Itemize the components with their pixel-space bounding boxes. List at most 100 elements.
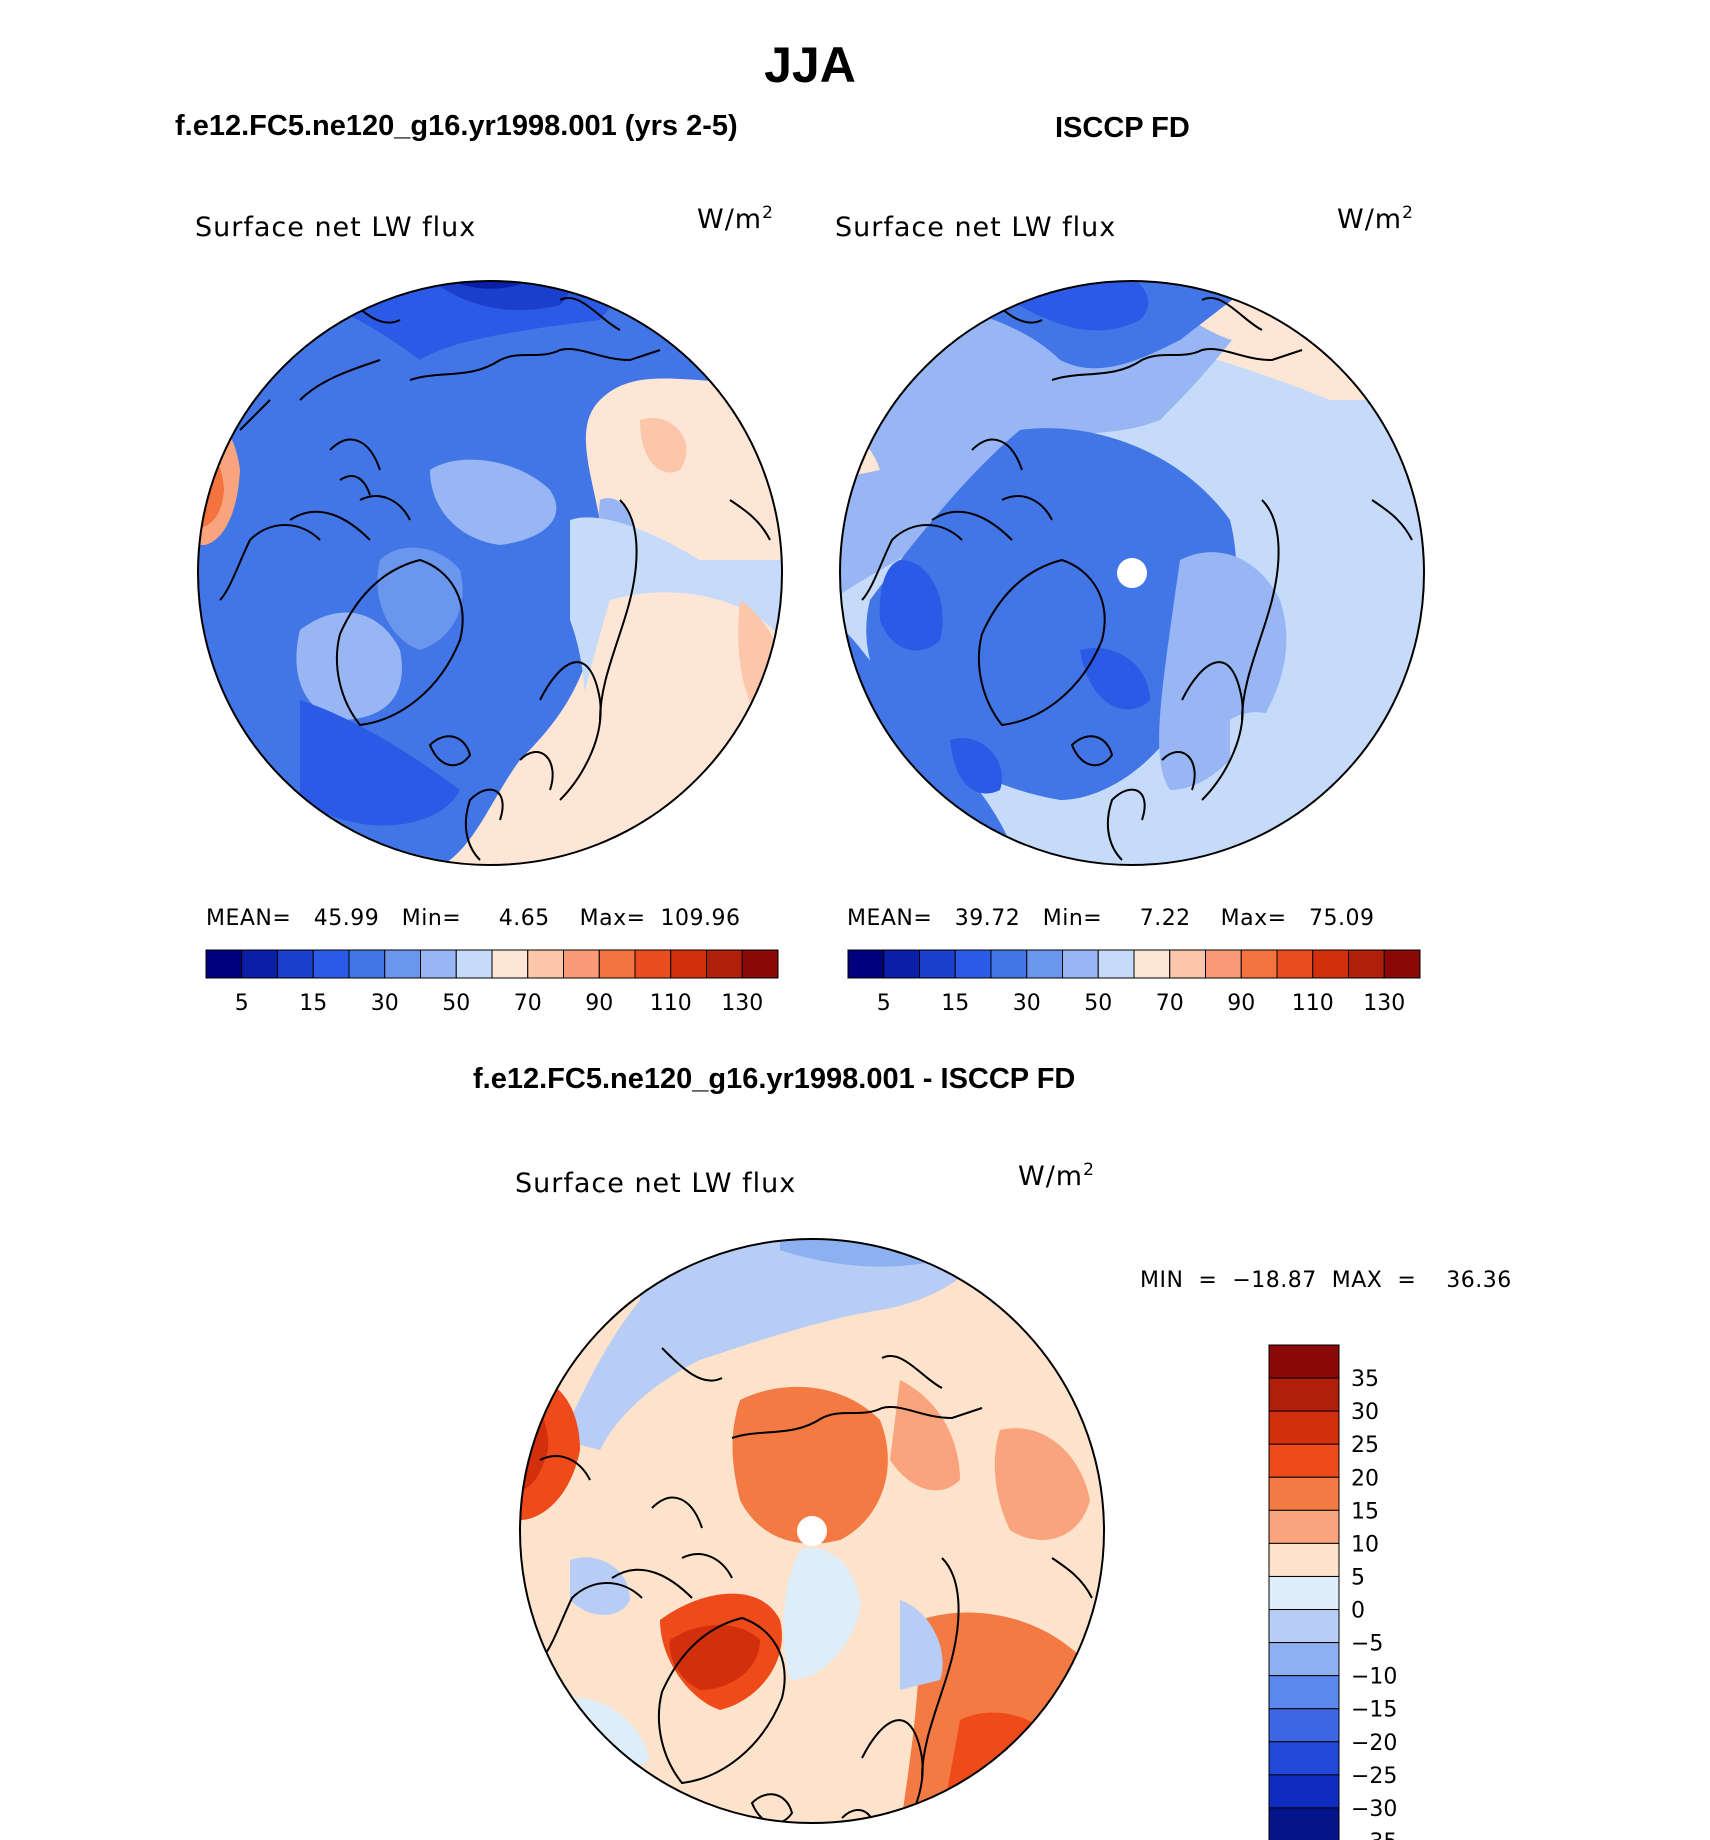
panel-3-colorbar-swatch bbox=[1268, 1476, 1340, 1511]
panel-2-heading: ISCCP FD bbox=[1055, 112, 1190, 144]
panel-2-stats: MEAN= 39.72 Min= 7.22 Max= 75.09 bbox=[847, 906, 1375, 931]
panel-3-colorbar-swatch bbox=[1268, 1575, 1340, 1611]
panel-3-colorbar-swatch bbox=[1268, 1609, 1340, 1644]
panel-3-colorbar-tick-label: 20 bbox=[1351, 1466, 1379, 1491]
panel-1-colorbar-swatch bbox=[384, 949, 421, 979]
panel-1-colorbar-swatch bbox=[598, 949, 636, 979]
panel-3-colorbar-tick-label: 25 bbox=[1351, 1433, 1379, 1458]
panel-3-colorbar-swatch bbox=[1268, 1377, 1340, 1412]
panel-3-variable-label: Surface net LW flux bbox=[515, 1168, 797, 1199]
panel-2-colorbar-swatch bbox=[1026, 949, 1063, 979]
panel-3-colorbar-tick-label: −5 bbox=[1351, 1632, 1383, 1657]
panel-2-variable-label: Surface net LW flux bbox=[835, 212, 1117, 243]
panel-3-coastlines bbox=[539, 1347, 1093, 1823]
panel-2-colorbar-swatch bbox=[847, 949, 885, 979]
panel-3-colorbar-tick-label: 15 bbox=[1351, 1499, 1379, 1524]
panel-2-colorbar-tick-label: 90 bbox=[1227, 991, 1255, 1016]
panel-1-colorbar-tick-label: 5 bbox=[235, 991, 249, 1016]
panel-2-colorbar-tick-label: 5 bbox=[877, 991, 891, 1016]
panel-3-colorbar-swatch bbox=[1268, 1410, 1340, 1445]
panel-1-colorbar-tick-label: 90 bbox=[585, 991, 613, 1016]
panel-3-colorbar-swatch bbox=[1268, 1509, 1340, 1544]
panel-3-map bbox=[520, 1239, 1104, 1823]
panel-2-colorbar-swatch bbox=[1205, 949, 1242, 979]
panel-2-colorbar-tick-label: 130 bbox=[1363, 991, 1405, 1016]
panel-2-colorbar: 5 15 30 50 70 90 110 130 bbox=[847, 949, 1421, 1016]
panel-3-pole-hole bbox=[797, 1516, 827, 1546]
panel-2-colorbar-swatch bbox=[1383, 949, 1421, 979]
panel-1-colorbar-swatch bbox=[706, 949, 743, 979]
panel-1-colorbar-swatch bbox=[241, 949, 278, 979]
panel-2-colorbar-swatch bbox=[883, 949, 920, 979]
panel-3-colorbar-tick-label: −30 bbox=[1351, 1797, 1397, 1822]
panel-2-colorbar-swatch bbox=[1276, 949, 1314, 979]
panel-1-colorbar-swatch bbox=[670, 949, 707, 979]
page-title: JJA bbox=[764, 37, 856, 93]
panel-3-colorbar-tick-label: −15 bbox=[1351, 1698, 1397, 1723]
panel-2-units-label: W/m2 bbox=[1337, 203, 1414, 235]
panel-1-colorbar-swatch bbox=[563, 949, 600, 979]
panel-3-colorbar-tick-label: 10 bbox=[1351, 1532, 1379, 1557]
panel-2-colorbar-tick-label: 110 bbox=[1292, 991, 1334, 1016]
panel-1-colorbar-tick-label: 30 bbox=[371, 991, 399, 1016]
panel-2-coastlines bbox=[861, 289, 1413, 861]
panel-3-colorbar-swatch bbox=[1268, 1675, 1340, 1710]
panel-3-colorbar-swatch bbox=[1268, 1443, 1340, 1478]
panel-3-map-border bbox=[519, 1238, 1105, 1824]
panel-2-colorbar-swatch bbox=[919, 949, 956, 979]
panel-1-colorbar-tick-label: 110 bbox=[650, 991, 692, 1016]
panel-2-pole-hole bbox=[1117, 558, 1147, 588]
panel-2-colorbar-swatch bbox=[1133, 949, 1171, 979]
panel-3-colorbar-swatch bbox=[1268, 1642, 1340, 1677]
panel-3-colorbar: 35 30 25 20 15 10 5 0 −5 −10 −15 −20 −25 −30 −35 bbox=[1268, 1344, 1397, 1840]
panel-2-colorbar-swatch bbox=[1097, 949, 1135, 979]
panel-3-units-label: W/m2 bbox=[1018, 1160, 1095, 1192]
panel-2-colorbar-swatch bbox=[1062, 949, 1099, 979]
panel-1-colorbar-tick-label: 70 bbox=[514, 991, 542, 1016]
panel-2-colorbar-swatch bbox=[990, 949, 1028, 979]
panel-3-colorbar-swatch bbox=[1268, 1774, 1340, 1809]
panel-3-colorbar-tick-label: 30 bbox=[1351, 1400, 1379, 1425]
panel-3-heading: f.e12.FC5.ne120_g16.yr1998.001 - ISCCP F… bbox=[473, 1063, 1076, 1095]
panel-3-colorbar-tick-label: −25 bbox=[1351, 1764, 1397, 1789]
panel-3-colorbar-tick-label: −20 bbox=[1351, 1731, 1397, 1756]
panel-2-colorbar-tick-label: 70 bbox=[1156, 991, 1184, 1016]
panel-3-colorbar-swatch bbox=[1268, 1807, 1340, 1840]
panel-1-colorbar-tick-label: 130 bbox=[721, 991, 763, 1016]
panel-1-variable-label: Surface net LW flux bbox=[195, 212, 477, 243]
panel-3-colorbar-swatch bbox=[1268, 1344, 1340, 1379]
panel-1-map-border bbox=[197, 280, 783, 866]
panel-1-colorbar-tick-label: 50 bbox=[442, 991, 470, 1016]
panel-1-colorbar-swatch bbox=[455, 949, 493, 979]
panel-1-colorbar: 5 15 30 50 70 90 110 130 bbox=[205, 949, 779, 1016]
panel-1-colorbar-tick-label: 15 bbox=[299, 991, 327, 1016]
panel-1-heading: f.e12.FC5.ne120_g16.yr1998.001 (yrs 2-5) bbox=[175, 110, 738, 142]
panel-3-colorbar-tick-label: −35 bbox=[1351, 1830, 1397, 1840]
panel-1-colorbar-swatch bbox=[741, 949, 779, 979]
panel-3-colorbar-tick-label: 5 bbox=[1351, 1565, 1365, 1590]
panel-3-colorbar-swatch bbox=[1268, 1741, 1340, 1776]
panel-1-colorbar-swatch bbox=[634, 949, 672, 979]
panel-2-colorbar-tick-label: 15 bbox=[941, 991, 969, 1016]
panel-1-colorbar-swatch bbox=[312, 949, 350, 979]
panel-2-colorbar-swatch bbox=[1312, 949, 1349, 979]
panel-1-colorbar-swatch bbox=[491, 949, 529, 979]
panel-3-colorbar-swatch bbox=[1268, 1708, 1340, 1743]
panel-2-map bbox=[840, 281, 1424, 865]
panel-3-colorbar-tick-label: 0 bbox=[1351, 1599, 1365, 1624]
panel-2-map-border bbox=[839, 280, 1425, 866]
panel-2-colorbar-swatch bbox=[1348, 949, 1385, 979]
panel-1-map bbox=[198, 281, 782, 865]
panel-1-colorbar-swatch bbox=[527, 949, 564, 979]
panel-2-colorbar-tick-label: 50 bbox=[1084, 991, 1112, 1016]
panel-2-colorbar-tick-label: 30 bbox=[1013, 991, 1041, 1016]
panel-3-stats: MIN = −18.87 MAX = 36.36 bbox=[1140, 1268, 1512, 1293]
panel-1-colorbar-swatch bbox=[348, 949, 386, 979]
panel-1-colorbar-swatch bbox=[205, 949, 243, 979]
panel-3-colorbar-swatch bbox=[1268, 1542, 1340, 1577]
panel-3-colorbar-tick-label: −10 bbox=[1351, 1665, 1397, 1690]
panel-2-colorbar-swatch bbox=[1169, 949, 1206, 979]
panel-2-colorbar-swatch bbox=[1240, 949, 1278, 979]
panel-2-colorbar-swatch bbox=[954, 949, 992, 979]
